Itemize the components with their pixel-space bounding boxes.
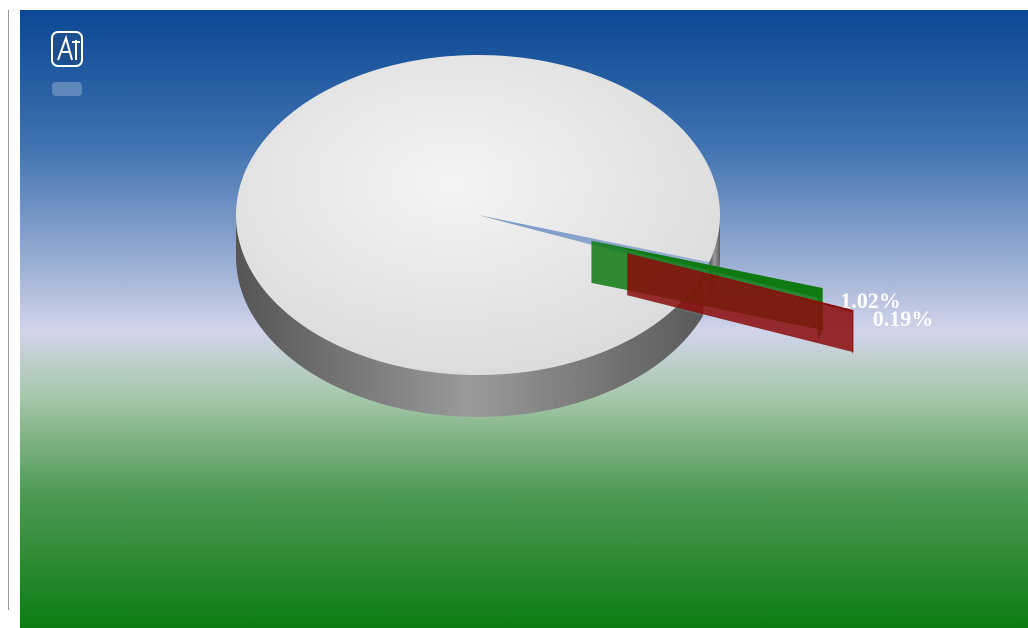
pie-slice [235, 54, 720, 375]
pie-slice [627, 253, 854, 312]
pie-side [236, 215, 704, 417]
pie-slice [591, 240, 823, 298]
data-label: 0.19% [873, 306, 934, 331]
data-label: 1.02% [840, 288, 901, 313]
logo [51, 31, 83, 96]
pie-cut-face [627, 253, 854, 353]
left-rule [8, 10, 9, 610]
